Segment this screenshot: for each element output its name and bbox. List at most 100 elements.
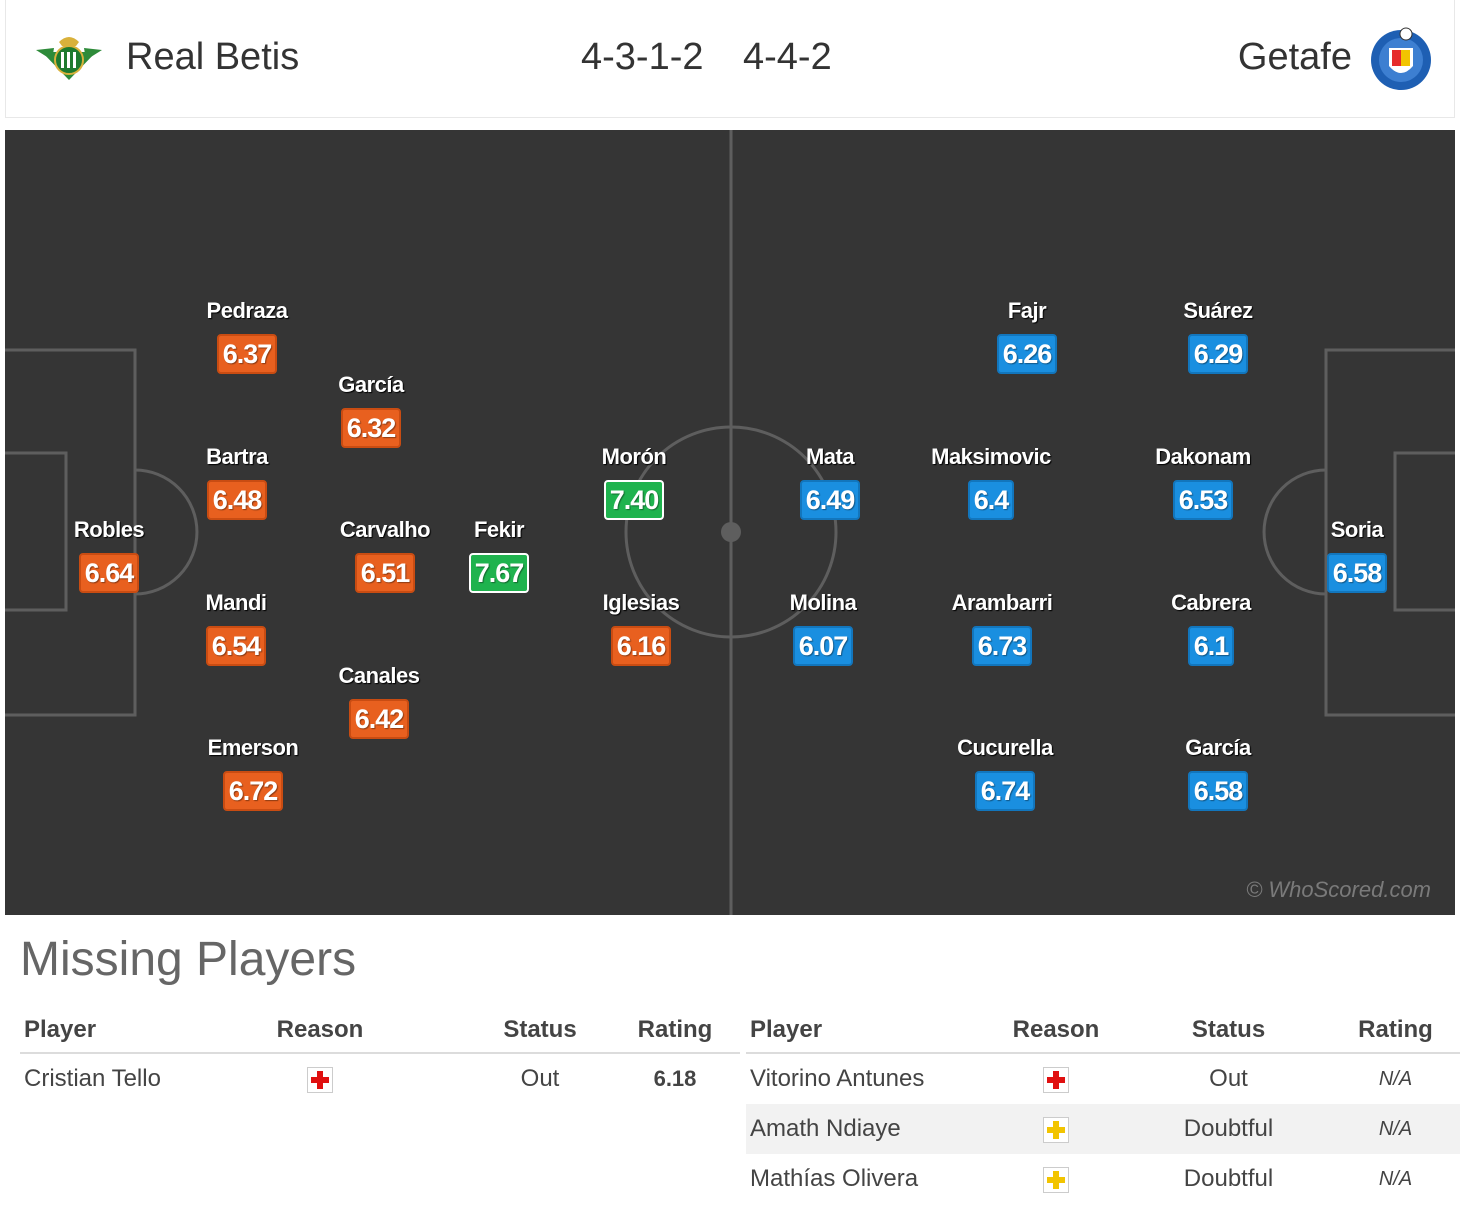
missing-status: Doubtful [1106, 1104, 1331, 1154]
column-header-player[interactable]: Player [746, 1008, 966, 1054]
missing-player-name[interactable]: Cristian Tello [24, 1065, 161, 1092]
column-header-reason[interactable]: Reason [230, 1008, 410, 1054]
home-player-iglesias[interactable]: Iglesias 6.16 [561, 590, 721, 666]
player-rating: 6.49 [799, 480, 861, 520]
home-missing-table: Player Reason Status Rating Cristian Tel… [20, 1008, 740, 1104]
watermark: © WhoScored.com [1246, 877, 1431, 902]
player-rating: 6.51 [354, 553, 416, 593]
player-rating: 6.16 [610, 626, 672, 666]
missing-player-name[interactable]: Amath Ndiaye [746, 1104, 966, 1154]
player-name: Soria [1330, 517, 1384, 542]
away-player-arambarri[interactable]: Arambarri 6.73 [922, 590, 1082, 666]
doubtful-icon [1043, 1166, 1069, 1193]
getafe-crest-icon [1371, 27, 1431, 90]
table-row: Amath Ndiaye Doubtful N/A [746, 1104, 1460, 1154]
player-rating: 6.1 [1187, 626, 1235, 666]
player-name: Carvalho [339, 517, 431, 542]
player-rating: 6.29 [1187, 334, 1249, 374]
player-name: Emerson [207, 735, 299, 760]
away-formation: 4-4-2 [743, 36, 832, 78]
home-player-robles[interactable]: Robles 6.64 [29, 517, 189, 593]
table-header-row: Player Reason Status Rating [746, 1008, 1460, 1054]
player-name: Canales [338, 663, 420, 688]
home-player-fekir[interactable]: Fekir 7.67 [419, 517, 579, 593]
away-player-molina[interactable]: Molina 6.07 [743, 590, 903, 666]
missing-status: Out [1209, 1065, 1248, 1092]
player-rating: 6.54 [205, 626, 267, 666]
column-header-rating[interactable]: Rating [610, 1008, 740, 1054]
player-name: García [1185, 735, 1251, 760]
player-name: Dakonam [1155, 444, 1251, 469]
player-rating: 6.64 [78, 553, 140, 593]
player-rating: 6.58 [1326, 553, 1388, 593]
player-rating: 6.4 [967, 480, 1015, 520]
missing-rating: N/A [1378, 1067, 1413, 1090]
home-player-moron[interactable]: Morón 7.40 [554, 444, 714, 520]
player-name: Pedraza [206, 298, 288, 323]
home-player-pedraza[interactable]: Pedraza 6.37 [167, 298, 327, 374]
player-rating: 6.26 [996, 334, 1058, 374]
pitch-markings [5, 130, 1455, 915]
player-name: Robles [73, 517, 145, 542]
home-player-bartra[interactable]: Bartra 6.48 [157, 444, 317, 520]
away-player-suarez[interactable]: Suárez 6.29 [1138, 298, 1298, 374]
away-player-mata[interactable]: Mata 6.49 [750, 444, 910, 520]
column-header-status[interactable]: Status [410, 1008, 610, 1054]
player-rating: 6.48 [206, 480, 268, 520]
missing-rating: N/A [1378, 1167, 1413, 1190]
player-name: Morón [601, 444, 667, 469]
away-player-cabrera[interactable]: Cabrera 6.1 [1131, 590, 1291, 666]
player-name: García [338, 372, 404, 397]
player-rating: 6.07 [792, 626, 854, 666]
home-player-emerson[interactable]: Emerson 6.72 [173, 735, 333, 811]
away-missing-table: Player Reason Status Rating Vitorino Ant… [746, 1008, 1460, 1204]
player-rating: 6.72 [222, 771, 284, 811]
away-player-soria[interactable]: Soria 6.58 [1277, 517, 1437, 593]
player-rating: 6.58 [1187, 771, 1249, 811]
table-header-row: Player Reason Status Rating [20, 1008, 740, 1054]
away-team-name[interactable]: Getafe [1237, 36, 1352, 78]
player-name: Bartra [206, 444, 268, 469]
away-player-garcia[interactable]: García 6.58 [1138, 735, 1298, 811]
player-name: Suárez [1183, 298, 1253, 323]
home-player-carvalho[interactable]: Carvalho 6.51 [305, 517, 465, 593]
away-player-dakonam[interactable]: Dakonam 6.53 [1123, 444, 1283, 520]
missing-player-name[interactable]: Vitorino Antunes [750, 1065, 925, 1092]
home-player-canales[interactable]: Canales 6.42 [299, 663, 459, 739]
column-header-reason[interactable]: Reason [966, 1008, 1106, 1054]
player-name: Cucurella [957, 735, 1053, 760]
player-rating: 6.74 [974, 771, 1036, 811]
table-row: Vitorino Antunes Out N/A [746, 1053, 1460, 1104]
player-name: Maksimovic [931, 444, 1051, 469]
missing-player-name[interactable]: Mathías Olivera [750, 1165, 919, 1192]
player-name: Mandi [205, 590, 267, 615]
away-player-maksimovic[interactable]: Maksimovic 6.4 [911, 444, 1071, 520]
away-player-cucurella[interactable]: Cucurella 6.74 [925, 735, 1085, 811]
player-name: Iglesias [602, 590, 680, 615]
home-player-garcia[interactable]: García 6.32 [291, 372, 451, 448]
home-team-name[interactable]: Real Betis [126, 36, 300, 78]
player-rating: 6.37 [216, 334, 278, 374]
home-player-mandi[interactable]: Mandi 6.54 [156, 590, 316, 666]
table-row: Mathías Olivera Doubtful N/A [746, 1154, 1460, 1204]
player-rating-best: 7.40 [603, 480, 665, 520]
away-player-fajr[interactable]: Fajr 6.26 [947, 298, 1107, 374]
injury-icon [307, 1066, 333, 1093]
player-rating: 6.32 [340, 408, 402, 448]
doubtful-icon [1043, 1116, 1069, 1143]
table-row: Cristian Tello Out 6.18 [20, 1053, 740, 1104]
player-name: Fekir [473, 517, 525, 542]
player-rating: 6.42 [348, 699, 410, 739]
player-rating: 6.53 [1172, 480, 1234, 520]
column-header-rating[interactable]: Rating [1331, 1008, 1460, 1054]
column-header-player[interactable]: Player [20, 1008, 230, 1054]
injury-icon [1043, 1066, 1069, 1093]
match-header: Real Betis 4-3-1-2 4-4-2 Getafe [5, 0, 1455, 118]
real-betis-crest-icon [36, 37, 102, 80]
player-name: Cabrera [1171, 590, 1251, 615]
missing-rating: N/A [1331, 1104, 1460, 1154]
missing-status: Doubtful [1183, 1165, 1274, 1192]
player-rating-best: 7.67 [468, 553, 530, 593]
column-header-status[interactable]: Status [1106, 1008, 1331, 1054]
home-formation: 4-3-1-2 [581, 36, 704, 78]
